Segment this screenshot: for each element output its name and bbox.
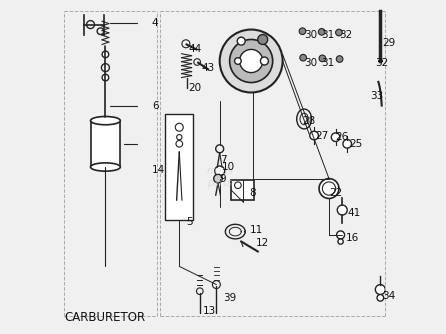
Text: 44: 44 (188, 44, 202, 54)
Text: 5: 5 (186, 217, 193, 227)
Circle shape (337, 231, 345, 239)
Circle shape (220, 29, 283, 93)
Text: 39: 39 (223, 293, 236, 303)
Text: 28: 28 (302, 116, 316, 126)
Text: 11: 11 (249, 225, 263, 235)
Circle shape (310, 131, 318, 140)
Text: CARBURETOR: CARBURETOR (64, 311, 145, 324)
Text: 30: 30 (304, 29, 317, 39)
Text: 6: 6 (152, 101, 158, 111)
Circle shape (102, 51, 109, 58)
Circle shape (299, 28, 306, 34)
Text: 13: 13 (203, 306, 216, 316)
Circle shape (343, 140, 351, 148)
Circle shape (102, 74, 109, 81)
Circle shape (319, 55, 326, 62)
Text: 4: 4 (152, 18, 158, 28)
Circle shape (319, 179, 339, 198)
Circle shape (215, 166, 225, 176)
Circle shape (318, 28, 325, 35)
Circle shape (337, 205, 347, 215)
Circle shape (237, 37, 245, 45)
Circle shape (331, 133, 340, 142)
Text: 27: 27 (316, 131, 329, 141)
Text: 20: 20 (188, 82, 201, 93)
Text: 16: 16 (346, 233, 359, 243)
Circle shape (258, 34, 268, 44)
Text: 8: 8 (249, 188, 256, 198)
Text: 29: 29 (382, 38, 395, 48)
Text: 41: 41 (347, 208, 360, 218)
Text: 31: 31 (321, 29, 334, 39)
Circle shape (101, 64, 109, 71)
Circle shape (240, 49, 263, 72)
Circle shape (336, 29, 342, 36)
Circle shape (235, 58, 241, 64)
Text: 43: 43 (202, 63, 215, 72)
Circle shape (377, 295, 384, 301)
Ellipse shape (91, 163, 120, 171)
Text: 12: 12 (256, 238, 269, 248)
Text: 34: 34 (382, 291, 395, 301)
Text: 31: 31 (321, 58, 334, 68)
Text: mads
parts: mads parts (206, 166, 233, 188)
Text: 32: 32 (376, 58, 388, 68)
Text: 14: 14 (152, 165, 165, 175)
Text: 33: 33 (370, 91, 384, 101)
Text: 9: 9 (220, 174, 226, 184)
Text: 10: 10 (221, 162, 235, 172)
Circle shape (214, 174, 223, 183)
Circle shape (230, 39, 273, 82)
Circle shape (300, 54, 306, 61)
Text: 25: 25 (349, 139, 362, 149)
Ellipse shape (91, 117, 120, 125)
Bar (231, 180, 255, 200)
Bar (165, 114, 193, 220)
Circle shape (338, 239, 343, 244)
Circle shape (376, 285, 385, 295)
Text: 30: 30 (304, 58, 317, 68)
Text: 32: 32 (339, 29, 352, 39)
Text: 26: 26 (336, 132, 349, 142)
Text: 7: 7 (220, 155, 226, 165)
Bar (91, 121, 120, 167)
Circle shape (260, 57, 268, 65)
Circle shape (336, 56, 343, 62)
Text: 22: 22 (329, 188, 342, 198)
